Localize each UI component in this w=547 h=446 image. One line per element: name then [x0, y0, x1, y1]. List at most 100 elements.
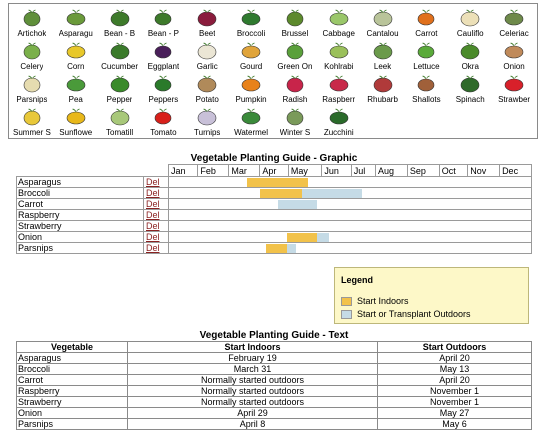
vegetable-button[interactable]: Pumpkin — [229, 72, 273, 105]
pepper-icon — [110, 75, 129, 93]
start-indoors-cell: Normally started outdoors — [127, 396, 378, 408]
vegetable-label: Asparagu — [58, 29, 93, 38]
vegetable-button[interactable]: Shallots — [404, 72, 448, 105]
vegetable-button[interactable]: Potato — [185, 72, 229, 105]
vegetable-label: Cucumber — [101, 62, 139, 71]
vegetable-button[interactable]: Brussel — [273, 6, 317, 39]
winter-squash-icon — [286, 108, 304, 126]
green-onion-icon — [286, 42, 304, 60]
broccoli-icon — [241, 9, 261, 26]
vegetable-button[interactable]: Cucumber — [98, 39, 142, 72]
vegetable-button[interactable]: Bean - B — [98, 6, 142, 39]
vegetable-button[interactable]: Tomatill — [98, 105, 142, 138]
vegetable-label: Eggplant — [147, 62, 180, 71]
vegetable-name: Raspberry — [16, 209, 144, 221]
vegetable-button[interactable]: Summer S — [10, 105, 54, 138]
outdoors-bar — [277, 200, 317, 209]
vegetable-button[interactable]: Corn — [54, 39, 98, 72]
vegetable-button[interactable]: Watermel — [229, 105, 273, 138]
vegetable-button[interactable]: Okra — [448, 39, 492, 72]
table-row: Asparagus February 19 April 20 — [16, 352, 532, 364]
vegetable-button[interactable]: Carrot — [404, 6, 448, 39]
outdoors-bar — [286, 244, 296, 253]
brussels-sprouts-icon — [286, 9, 304, 27]
turnip-icon — [197, 108, 217, 126]
guide-row: Parsnips Del — [16, 242, 532, 254]
vegetable-button[interactable]: Eggplant — [141, 39, 185, 72]
vegetable-label: Onion — [503, 62, 525, 71]
vegetable-button[interactable]: Garlic — [185, 39, 229, 72]
vegetable-button[interactable]: Sunflowe — [54, 105, 98, 138]
vegetable-label: Rhubarb — [367, 95, 398, 104]
vegetable-button[interactable]: Lettuce — [404, 39, 448, 72]
vegetable-label: Beet — [199, 29, 216, 38]
onion-icon — [504, 42, 524, 59]
month-header: Sep — [406, 164, 440, 177]
vegetable-button[interactable]: Winter S — [273, 105, 317, 138]
vegetable-button[interactable]: Leek — [361, 39, 405, 72]
vegetable-button[interactable]: Peppers — [141, 72, 185, 105]
parsnip-icon — [23, 75, 41, 93]
delete-link[interactable]: Del — [146, 199, 160, 209]
celery-icon — [23, 42, 41, 60]
vegetable-button[interactable]: Rhubarb — [361, 72, 405, 105]
vegetable-button[interactable]: Pea — [54, 72, 98, 105]
vegetable-button[interactable]: Broccoli — [229, 6, 273, 39]
lettuce-icon — [418, 42, 435, 59]
delete-link[interactable]: Del — [146, 221, 160, 231]
delete-link[interactable]: Del — [146, 177, 160, 187]
vegetable-button[interactable]: Bean - P — [141, 6, 185, 39]
vegetable-button[interactable]: Cauliflo — [448, 6, 492, 39]
vegetable-button[interactable]: Cantalou — [361, 6, 405, 39]
vegetable-button[interactable]: Pepper — [98, 72, 142, 105]
delete-link[interactable]: Del — [146, 210, 160, 220]
carrot-icon — [418, 9, 435, 26]
vegetable-label: Celery — [20, 62, 44, 71]
vegetable-button[interactable]: Celeriac — [492, 6, 536, 39]
timeline-cell — [168, 176, 532, 188]
vegetable-button[interactable]: Parsnips — [10, 72, 54, 105]
vegetable-button[interactable]: Radish — [273, 72, 317, 105]
delete-link[interactable]: Del — [146, 188, 160, 198]
vegetable-button[interactable]: Spinach — [448, 72, 492, 105]
vegetable-label: Watermel — [234, 128, 269, 137]
delete-link[interactable]: Del — [146, 243, 160, 253]
vegetable-label: Bean - B — [104, 29, 136, 38]
vegetable-button[interactable]: Zucchini — [317, 105, 361, 138]
delete-link[interactable]: Del — [146, 232, 160, 242]
vegetable-label: Shallots — [412, 95, 441, 104]
vegetable-button[interactable]: Asparagu — [54, 6, 98, 39]
vegetable-button[interactable]: Tomato — [141, 105, 185, 138]
vegetable-name: Parsnips — [16, 242, 144, 254]
radish-icon — [286, 75, 304, 93]
vegetable-button[interactable]: Turnips — [185, 105, 229, 138]
vegetable-cell: Onion — [16, 407, 128, 419]
vegetable-button[interactable]: Beet — [185, 6, 229, 39]
table-row: Raspberry Normally started outdoors Novemb… — [16, 385, 532, 397]
start-indoors-cell: Normally started outdoors — [127, 385, 378, 397]
vegetable-button[interactable]: Onion — [492, 39, 536, 72]
month-header: May — [287, 164, 323, 177]
delete-cell: Del — [143, 209, 169, 221]
vegetable-button[interactable]: Cabbage — [317, 6, 361, 39]
vegetable-button[interactable]: Artichok — [10, 6, 54, 39]
vegetable-name: Carrot — [16, 198, 144, 210]
vegetable-button[interactable]: Green On — [273, 39, 317, 72]
vegetable-button[interactable]: Celery — [10, 39, 54, 72]
vegetable-button[interactable]: Raspberr — [317, 72, 361, 105]
delete-cell: Del — [143, 187, 169, 199]
legend-item-outdoors: Start or Transplant Outdoors — [341, 309, 471, 319]
vegetable-label: Corn — [67, 62, 85, 71]
legend-outdoors-label: Start or Transplant Outdoors — [357, 309, 471, 319]
vegetable-button[interactable]: Kohlrabi — [317, 39, 361, 72]
potato-icon — [197, 75, 217, 93]
vegetable-button[interactable]: Strawber — [492, 72, 536, 105]
month-header: Mar — [228, 164, 261, 177]
kohlrabi-icon — [329, 42, 349, 59]
vegetable-cell: Broccoli — [16, 363, 128, 375]
vegetable-button[interactable]: Gourd — [229, 39, 273, 72]
outdoors-swatch — [341, 309, 352, 319]
bean-icon — [110, 9, 129, 27]
vegetable-label: Spinach — [455, 95, 485, 104]
vegetable-cell: Carrot — [16, 374, 128, 386]
